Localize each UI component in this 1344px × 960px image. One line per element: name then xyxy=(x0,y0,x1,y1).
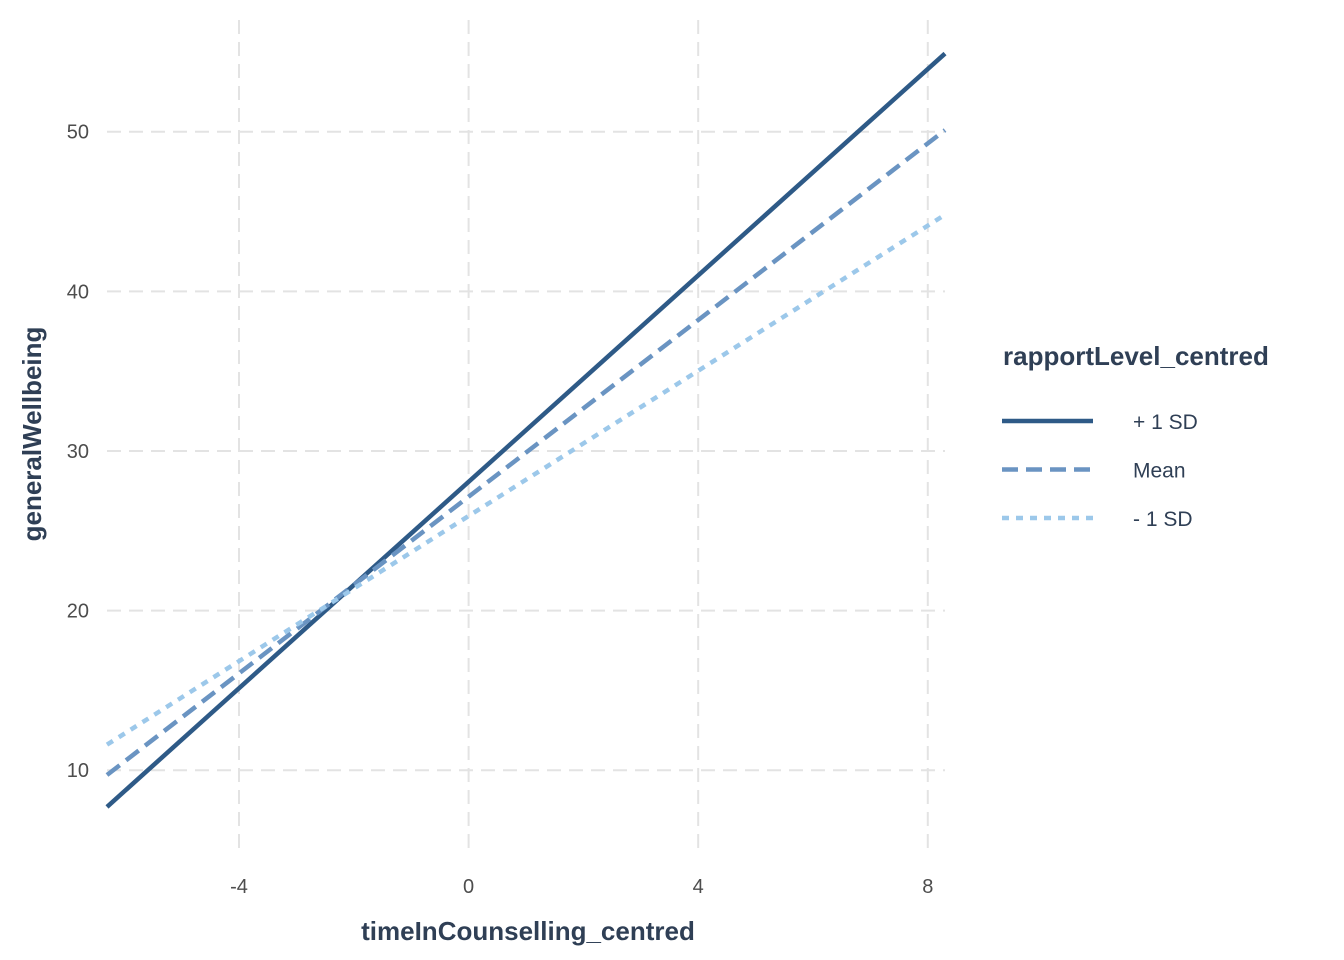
y-tick-label: 20 xyxy=(67,601,89,623)
legend: rapportLevel_centred + 1 SD Mean - 1 SD xyxy=(1002,341,1269,531)
grid xyxy=(107,20,945,850)
y-tick-label: 40 xyxy=(67,281,89,303)
y-tick-label: 10 xyxy=(67,760,89,782)
series-line xyxy=(105,128,947,777)
y-axis-title: generalWellbeing xyxy=(17,327,47,542)
x-tick-label: 0 xyxy=(463,876,474,898)
legend-item: - 1 SD xyxy=(1002,508,1193,531)
legend-label: Mean xyxy=(1133,460,1186,483)
series-line xyxy=(105,212,947,747)
series-lines xyxy=(105,51,947,809)
x-axis-title: timeInCounselling_centred xyxy=(361,916,695,946)
y-tick-label: 50 xyxy=(67,122,89,144)
x-tick-label: 4 xyxy=(693,876,704,898)
y-tick-label: 30 xyxy=(67,441,89,463)
x-axis-ticks: -4 0 4 8 xyxy=(230,876,933,898)
legend-item: + 1 SD xyxy=(1002,411,1198,434)
y-axis-ticks: 10 20 30 40 50 xyxy=(67,122,89,782)
legend-label: - 1 SD xyxy=(1133,508,1193,531)
x-tick-label: 8 xyxy=(922,876,933,898)
legend-items: + 1 SD Mean - 1 SD xyxy=(1002,411,1198,531)
legend-title: rapportLevel_centred xyxy=(1003,341,1269,371)
series-line xyxy=(105,51,947,809)
legend-label: + 1 SD xyxy=(1133,411,1198,434)
x-tick-label: -4 xyxy=(230,876,248,898)
legend-item: Mean xyxy=(1002,460,1186,483)
